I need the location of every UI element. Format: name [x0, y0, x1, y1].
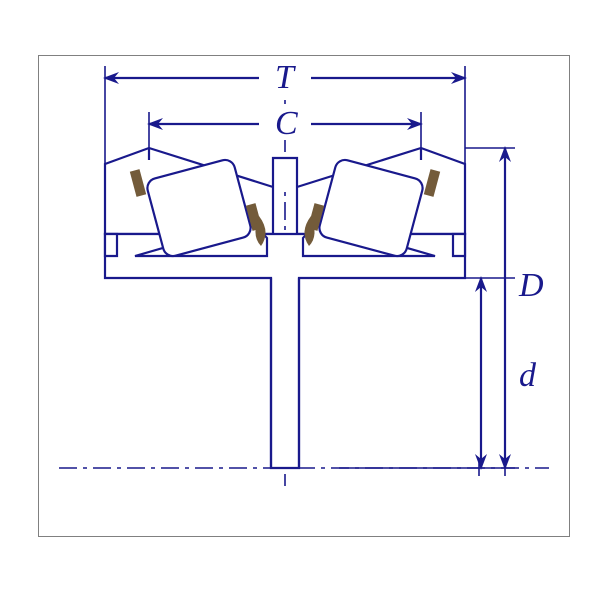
c-label: C	[275, 105, 298, 142]
center-keeper	[273, 158, 297, 187]
d-label: d	[519, 357, 537, 394]
D-label: D	[518, 267, 544, 304]
housing-block	[105, 234, 465, 468]
bearing-diagram: T C	[39, 56, 569, 536]
diagram-frame: T C	[38, 55, 570, 537]
t-label: T	[275, 59, 296, 96]
